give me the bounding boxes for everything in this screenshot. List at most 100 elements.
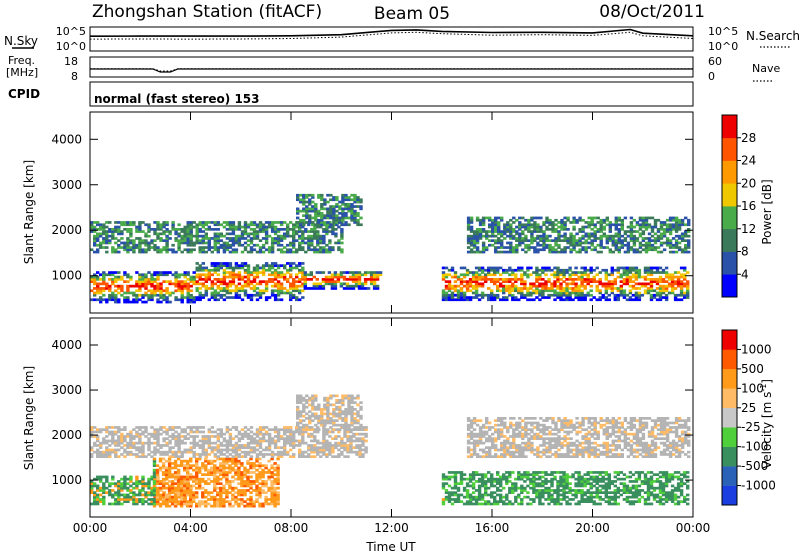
power-cell xyxy=(347,209,351,213)
power-cell xyxy=(357,273,362,277)
power-cell xyxy=(667,278,672,281)
velocity-cell xyxy=(126,486,130,490)
power-cell xyxy=(581,237,585,240)
power-cell xyxy=(684,232,688,236)
velocity-cell xyxy=(301,432,305,436)
velocity-cell xyxy=(231,495,235,499)
power-cell xyxy=(664,296,669,299)
power-cell xyxy=(243,280,248,283)
power-cell xyxy=(129,234,133,238)
velocity-cell xyxy=(129,484,133,488)
velocity-cell xyxy=(102,486,106,490)
velocity-cell xyxy=(195,475,199,479)
power-cell xyxy=(503,237,507,240)
velocity-cell xyxy=(170,484,175,488)
velocity-cell xyxy=(304,450,308,454)
velocity-cell xyxy=(331,446,335,449)
power-cell xyxy=(120,278,124,281)
power-cell xyxy=(102,293,106,297)
velocity-cell xyxy=(189,428,193,431)
power-cell xyxy=(303,278,307,281)
power-cell xyxy=(511,287,515,290)
velocity-cell xyxy=(162,491,166,494)
velocity-cell xyxy=(355,446,359,449)
power-cell xyxy=(363,280,368,283)
power-cell xyxy=(589,298,593,302)
power-cell xyxy=(296,209,300,213)
power-cell xyxy=(481,243,486,247)
power-cell xyxy=(228,232,233,236)
velocity-cell xyxy=(225,462,229,465)
power-cell xyxy=(273,241,278,245)
power-cell xyxy=(494,239,498,242)
power-cell xyxy=(222,268,227,272)
power-cell xyxy=(123,296,127,299)
power-cell xyxy=(298,284,302,288)
velocity-cell xyxy=(243,491,247,494)
velocity-cell xyxy=(222,444,227,447)
velocity-cell xyxy=(207,473,211,476)
power-cell xyxy=(323,214,327,217)
power-cell xyxy=(644,228,649,231)
power-cell xyxy=(503,225,507,229)
power-cell xyxy=(625,282,630,286)
velocity-cell xyxy=(174,426,178,429)
velocity-cell xyxy=(144,441,148,445)
power-cell xyxy=(168,300,172,304)
velocity-cell xyxy=(252,437,257,440)
power-cell xyxy=(222,280,227,283)
power-cell xyxy=(608,225,612,229)
power-cell xyxy=(536,241,540,245)
power-cell xyxy=(313,230,317,233)
power-cell xyxy=(557,243,561,247)
power-cell xyxy=(231,230,236,233)
velocity-cell xyxy=(279,435,284,438)
power-cell xyxy=(480,266,485,270)
power-colorbar-tick-label: 12 xyxy=(741,222,756,236)
power-cell xyxy=(652,289,657,293)
velocity-cell xyxy=(150,493,154,497)
power-colorbar-tick-label: 4 xyxy=(741,267,749,281)
velocity-cell xyxy=(292,455,296,458)
velocity-cell xyxy=(135,430,139,434)
velocity-cell xyxy=(231,486,235,490)
velocity-cell xyxy=(183,430,187,434)
power-cell xyxy=(617,239,621,242)
power-cell xyxy=(550,268,554,272)
power-cell xyxy=(292,228,296,231)
power-cell xyxy=(316,225,320,229)
velocity-cell xyxy=(298,428,302,431)
power-cell xyxy=(305,207,309,211)
power-cell xyxy=(514,280,518,283)
velocity-cell xyxy=(141,455,145,458)
power-cell xyxy=(611,234,615,238)
power-cell xyxy=(249,239,254,242)
velocity-cell xyxy=(155,468,160,472)
power-cell xyxy=(165,221,169,224)
velocity-cell xyxy=(155,500,160,503)
power-cell xyxy=(132,248,136,252)
power-cell xyxy=(551,246,555,249)
power-cell xyxy=(138,289,142,293)
power-cell xyxy=(213,228,217,231)
power-cell xyxy=(599,239,603,242)
velocity-cell xyxy=(147,482,151,485)
power-cell xyxy=(620,221,624,224)
power-cell xyxy=(488,223,492,227)
power-cell xyxy=(298,248,302,252)
power-cell xyxy=(563,239,567,242)
power-cell xyxy=(520,273,524,277)
power-cell xyxy=(117,300,121,304)
power-cell xyxy=(318,282,322,286)
power-cell xyxy=(484,293,488,297)
power-cell xyxy=(302,198,306,202)
power-cell xyxy=(99,296,103,299)
velocity-cell xyxy=(292,439,296,443)
velocity-cell xyxy=(349,435,353,438)
power-cell xyxy=(311,209,315,213)
velocity-cell xyxy=(234,457,238,461)
power-cell xyxy=(496,271,500,274)
velocity-cell xyxy=(228,439,233,443)
power-cell xyxy=(647,225,652,229)
power-cell xyxy=(518,239,522,242)
